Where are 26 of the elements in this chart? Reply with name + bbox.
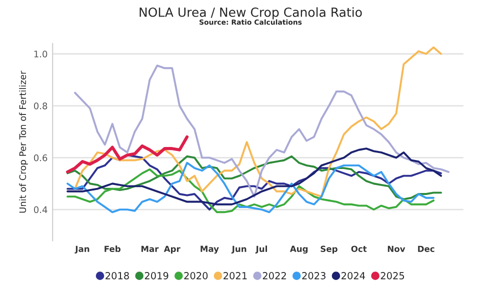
x-tick-label: Feb xyxy=(104,246,120,252)
x-tick-label: Jul xyxy=(255,246,267,254)
x-tick-label: May xyxy=(200,246,219,254)
x-tick-label: Mar xyxy=(141,246,159,252)
x-tick-label: Jun xyxy=(231,246,246,254)
y-tick-label: 0.6 xyxy=(34,154,48,162)
legend-label: 2021 xyxy=(224,272,247,280)
legend-label: 2022 xyxy=(262,272,286,280)
x-tick-label: Sep xyxy=(320,246,338,254)
x-tick-label: Dec xyxy=(418,246,434,252)
chart-title: NOLA Urea / New Crop Canola Ratio xyxy=(140,7,362,20)
x-tick-label: Apr xyxy=(164,246,180,254)
legend-label: 2018 xyxy=(106,272,129,280)
y-axis-title: Unit of Crop Per Ton of Fertilizer xyxy=(19,70,28,213)
x-tick-label: Oct xyxy=(351,246,367,252)
legend-label: 2024 xyxy=(342,272,366,280)
y-tick-label: 0.8 xyxy=(34,102,48,110)
x-tick-label: Aug xyxy=(290,246,308,254)
y-tick-label: 0.4 xyxy=(34,206,48,214)
legend-label: 2019 xyxy=(144,272,168,280)
legend-label: 2020 xyxy=(184,272,208,280)
legend-label: 2023 xyxy=(302,272,326,280)
x-tick-label: Nov xyxy=(388,246,406,252)
x-tick-label: Jan xyxy=(74,246,90,254)
y-tick-label: 1.0 xyxy=(34,50,48,58)
legend-label: 2025 xyxy=(380,272,404,280)
